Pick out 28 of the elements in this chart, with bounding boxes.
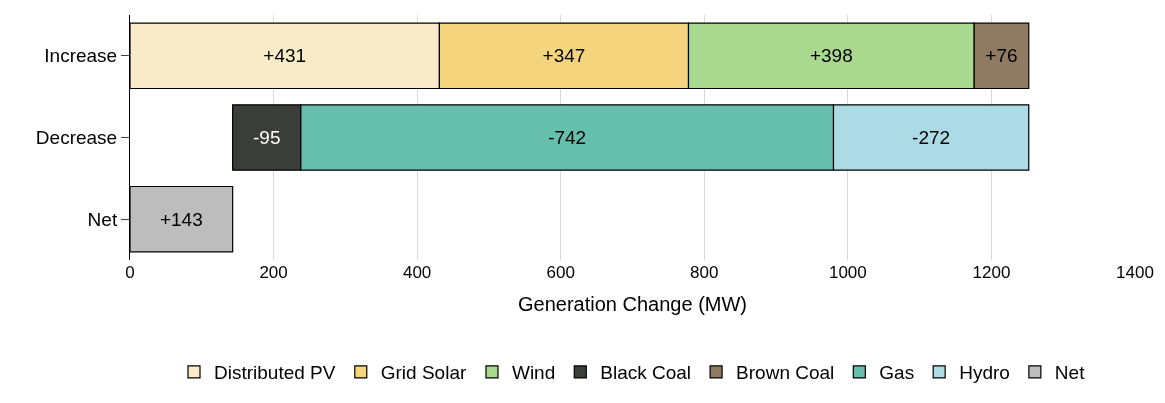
legend-label: Distributed PV — [214, 362, 336, 384]
legend-label: Net — [1054, 362, 1086, 384]
legend-label: Hydro — [959, 362, 1010, 384]
x-tick-label: 600 — [546, 263, 575, 282]
data-label: +347 — [542, 45, 586, 67]
y-tick-label: Decrease — [35, 127, 118, 149]
data-label: +431 — [263, 45, 307, 67]
x-tick-label: 1000 — [828, 263, 867, 282]
legend-label: Black Coal — [600, 362, 692, 384]
data-label: +143 — [159, 208, 203, 230]
x-tick-label: 1200 — [972, 263, 1011, 282]
data-label: +398 — [809, 45, 853, 67]
data-label: -272 — [912, 127, 951, 148]
y-tick-label: Net — [87, 208, 118, 230]
legend-label: Gas — [879, 362, 915, 384]
x-tick-label: 400 — [402, 263, 432, 282]
x-tick-label: 200 — [259, 263, 288, 282]
x-tick-label: 1400 — [1116, 263, 1154, 282]
legend-label: Wind — [511, 362, 556, 384]
data-label: +76 — [985, 45, 1018, 67]
x-tick-label: 0 — [125, 263, 135, 282]
legend-label: Grid Solar — [380, 362, 467, 384]
data-label: -95 — [253, 127, 281, 148]
x-axis-title: Generation Change (MW) — [518, 292, 747, 315]
y-tick-label: Increase — [44, 45, 118, 67]
data-label: -742 — [548, 127, 587, 148]
x-tick-label: 800 — [690, 263, 719, 282]
legend-label: Brown Coal — [736, 362, 835, 384]
